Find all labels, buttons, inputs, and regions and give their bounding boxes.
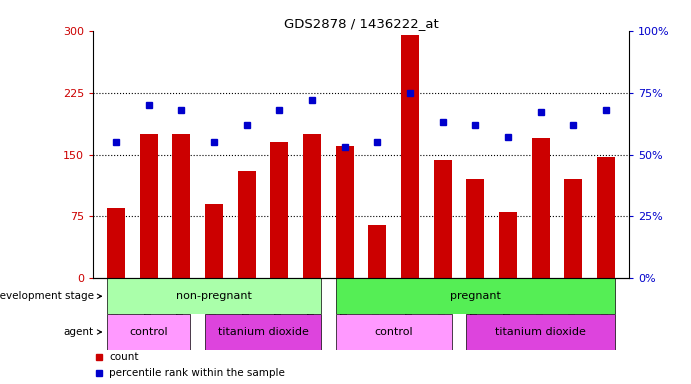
Bar	[336, 278, 615, 314]
Text: count: count	[109, 353, 139, 362]
Bar	[401, 35, 419, 278]
Text: non-pregnant: non-pregnant	[176, 291, 252, 301]
Bar	[466, 314, 615, 350]
Bar	[107, 278, 321, 314]
Text: control: control	[375, 327, 413, 337]
Bar	[336, 314, 452, 350]
Bar	[531, 138, 549, 278]
Bar	[205, 314, 321, 350]
Bar	[597, 157, 615, 278]
Text: control: control	[129, 327, 168, 337]
Bar	[336, 146, 354, 278]
Bar	[499, 212, 517, 278]
Text: agent: agent	[64, 327, 102, 337]
Bar	[303, 134, 321, 278]
Bar	[238, 171, 256, 278]
Text: titanium dioxide: titanium dioxide	[218, 327, 308, 337]
Text: pregnant: pregnant	[450, 291, 501, 301]
Bar	[140, 134, 158, 278]
Bar	[205, 204, 223, 278]
Bar	[107, 314, 191, 350]
Text: development stage: development stage	[0, 291, 102, 301]
Title: GDS2878 / 1436222_at: GDS2878 / 1436222_at	[284, 17, 438, 30]
Text: percentile rank within the sample: percentile rank within the sample	[109, 367, 285, 377]
Bar	[270, 142, 288, 278]
Bar	[107, 208, 125, 278]
Bar	[434, 160, 452, 278]
Bar	[466, 179, 484, 278]
Bar	[368, 225, 386, 278]
Bar	[565, 179, 583, 278]
Bar	[173, 134, 191, 278]
Text: titanium dioxide: titanium dioxide	[495, 327, 586, 337]
